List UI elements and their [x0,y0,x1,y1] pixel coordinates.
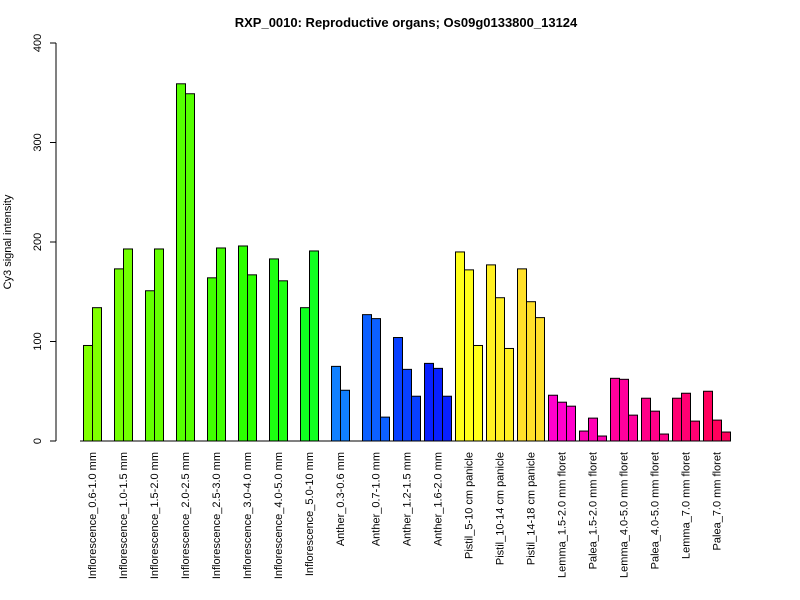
bar [464,269,474,442]
category-label: Lemma_1.5-2.0 mm floret [557,452,569,578]
bar [455,251,465,442]
bar [247,274,257,442]
bar [309,250,319,442]
y-axis: 0 100 200 300 400 [32,34,57,444]
category-label: Lemma_4.0-5.0 mm floret [619,452,631,578]
bar [566,405,576,442]
bar [278,280,288,442]
bar [380,416,390,442]
bar [557,401,567,442]
bar [548,394,558,442]
bar [681,392,691,442]
category-label: Inflorescence_1.0-1.5 mm [118,452,130,579]
bar [486,264,496,442]
bar [83,344,93,442]
bar [207,277,217,442]
bar [216,247,226,442]
category-label: Palea_4.0-5.0 mm floret [650,452,662,569]
category-label: Pistil_14-18 cm panicle [526,452,538,565]
bar [92,307,102,442]
bar [362,314,372,442]
category-label: Inflorescence_1.5-2.0 mm [149,452,161,579]
bar [588,417,598,442]
bar [145,290,155,442]
bar [154,248,164,442]
chart-title: RXP_0010: Reproductive organs; Os09g0133… [235,15,578,30]
category-label: Palea_1.5-2.0 mm floret [588,452,600,569]
bar [185,93,195,442]
y-tick-label: 200 [32,233,44,251]
bar [579,430,589,442]
category-label: Inflorescence_3.0-4.0 mm [242,452,254,579]
bar [411,395,421,442]
bar [114,268,124,442]
bar [712,419,722,442]
bar [650,410,660,442]
bar [628,414,638,442]
bar [238,245,248,442]
category-label: Pistil_10-14 cm panicle [495,452,507,565]
bar [495,297,505,442]
category-label: Anther_0.3-0.6 mm [335,452,347,546]
bar [619,378,629,442]
bar [371,318,381,442]
bar [597,435,607,442]
category-label: Inflorescence_4.0-5.0 mm [273,452,285,579]
bar [340,389,350,442]
category-label: Anther_0.7-1.0 mm [371,452,383,546]
bar [672,397,682,442]
y-tick-label: 100 [32,332,44,350]
bar [269,258,279,442]
bar [433,367,443,442]
bar [659,433,669,442]
bar [176,83,186,442]
category-label: Pistil_5-10 cm panicle [464,452,476,559]
bar [123,248,133,442]
bar [690,420,700,442]
bar [641,397,651,442]
y-tick-label: 300 [32,133,44,151]
category-label: Inflorescence_5.0-10 mm [304,452,316,576]
bar [504,347,514,442]
y-tick-label: 400 [32,34,44,52]
bar [473,344,483,442]
category-label: Inflorescence_2.0-2.5 mm [180,452,192,579]
bar [721,431,731,442]
category-label: Lemma_7.0 mm floret [681,452,693,559]
bar [442,395,452,442]
bar [300,307,310,442]
y-axis-label: Cy3 signal intensity [2,194,14,289]
category-label: Anther_1.6-2.0 mm [433,452,445,546]
bar [424,362,434,442]
bar [703,390,713,442]
y-tick-label: 0 [32,438,44,444]
category-label: Inflorescence_0.6-1.0 mm [87,452,99,579]
category-label: Anther_1.2-1.5 mm [402,452,414,546]
bar [526,301,536,442]
category-label: Palea_7.0 mm floret [712,452,724,550]
bars-layer [80,83,731,442]
bar [331,365,341,442]
bar [402,368,412,442]
category-label: Inflorescence_2.5-3.0 mm [211,452,223,579]
category-labels: Inflorescence_0.6-1.0 mm Inflorescence_1.… [87,452,724,579]
bar [535,317,545,442]
bar [393,337,403,442]
bar [610,377,620,442]
bar [517,268,527,442]
